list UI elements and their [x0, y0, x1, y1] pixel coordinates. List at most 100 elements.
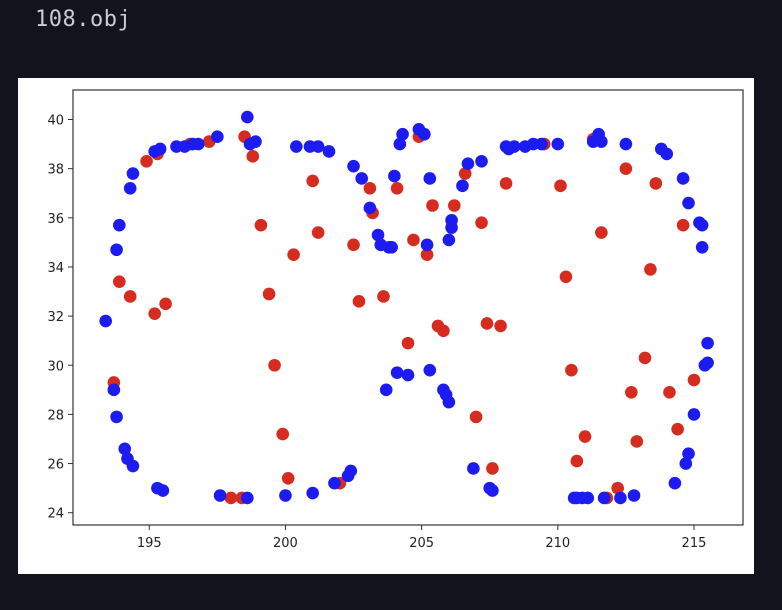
- red-point: [676, 218, 690, 232]
- red-point: [401, 336, 415, 350]
- x-tick-label: 205: [409, 536, 434, 551]
- red-point: [595, 226, 608, 239]
- blue-point: [695, 240, 709, 254]
- red-point: [494, 319, 507, 333]
- blue-point: [311, 140, 325, 153]
- y-tick-label: 26: [47, 458, 64, 473]
- red-point: [347, 238, 360, 252]
- scatter-chart: 195 200 205 210 215 24 26 28 30 32 34 36 38 40: [47, 89, 744, 551]
- x-tick-label: 215: [682, 536, 707, 551]
- red-point: [499, 177, 513, 190]
- red-point: [578, 430, 592, 443]
- blue-point: [507, 140, 521, 153]
- y-tick-label: 28: [47, 408, 64, 423]
- blue-point: [442, 395, 456, 409]
- red-point: [159, 297, 172, 311]
- blue-point: [344, 464, 358, 478]
- blue-point: [241, 491, 254, 505]
- blue-point: [113, 218, 126, 232]
- window-title: 108.obj: [35, 7, 132, 32]
- red-point: [276, 427, 290, 441]
- red-point: [644, 263, 657, 276]
- y-tick-label: 24: [47, 507, 64, 522]
- blue-point: [396, 127, 409, 141]
- red-point: [287, 248, 300, 261]
- blue-point: [322, 145, 336, 158]
- red-point: [352, 295, 366, 308]
- blue-point: [420, 238, 434, 252]
- y-tick-label: 32: [47, 310, 64, 325]
- blue-point: [461, 157, 475, 171]
- red-point: [475, 216, 488, 230]
- blue-point: [682, 447, 695, 461]
- blue-point: [597, 491, 611, 505]
- y-tick-label: 34: [47, 261, 64, 276]
- red-point: [140, 154, 153, 168]
- red-point: [426, 199, 439, 212]
- blue-point: [627, 489, 641, 502]
- y-tick-label: 30: [47, 359, 64, 374]
- red-point: [420, 248, 434, 261]
- red-point: [625, 385, 638, 399]
- axis-ticks: 195 200 205 210 215 24 26 28 30 32 34 36 38 40: [47, 113, 706, 551]
- blue-point: [328, 476, 341, 490]
- red-point: [565, 363, 578, 377]
- x-tick-label: 210: [545, 536, 570, 551]
- blue-point: [676, 172, 690, 185]
- blue-point: [445, 213, 458, 227]
- blue-point: [388, 169, 401, 183]
- blue-point: [156, 484, 170, 497]
- blue-point: [153, 142, 167, 156]
- red-point: [306, 174, 319, 188]
- y-tick-label: 36: [47, 212, 64, 227]
- x-tick-label: 200: [273, 536, 298, 551]
- blue-point: [99, 314, 112, 328]
- red-point: [311, 226, 325, 239]
- red-point: [554, 179, 567, 193]
- data-points: [99, 110, 714, 505]
- y-tick-label: 38: [47, 163, 64, 178]
- blue-point: [701, 336, 714, 350]
- blue-point: [682, 196, 695, 210]
- blue-point: [614, 491, 627, 505]
- blue-point: [379, 383, 393, 397]
- blue-point: [191, 137, 205, 151]
- red-point: [262, 287, 276, 301]
- blue-point: [456, 179, 469, 193]
- red-point: [611, 481, 625, 495]
- red-point: [377, 290, 390, 303]
- red-point: [254, 218, 268, 232]
- red-point: [570, 454, 584, 468]
- red-point: [630, 435, 644, 448]
- red-point: [390, 182, 404, 195]
- red-point: [687, 373, 701, 387]
- blue-point: [475, 154, 488, 168]
- blue-point: [535, 137, 548, 151]
- red-point: [638, 351, 652, 365]
- blue-point: [371, 228, 385, 242]
- blue-point: [418, 127, 431, 141]
- blue-point: [423, 172, 437, 185]
- red-point: [123, 290, 137, 303]
- red-point: [363, 182, 377, 195]
- blue-point: [363, 201, 377, 215]
- red-point: [148, 307, 162, 320]
- blue-point: [249, 135, 262, 148]
- blue-point: [467, 462, 480, 475]
- red-point: [437, 324, 450, 338]
- red-point: [407, 233, 420, 247]
- blue-point: [279, 489, 292, 502]
- blue-point: [126, 167, 140, 180]
- blue-point: [679, 457, 693, 470]
- blue-point: [118, 442, 132, 456]
- y-tick-label: 40: [47, 113, 64, 128]
- blue-point: [695, 218, 709, 232]
- blue-point: [211, 130, 224, 143]
- plot-area: [72, 89, 744, 526]
- blue-point: [423, 363, 437, 377]
- red-point: [281, 472, 295, 485]
- red-point: [671, 422, 684, 436]
- blue-point: [390, 366, 404, 379]
- blue-point: [107, 383, 121, 397]
- red-point: [486, 462, 499, 475]
